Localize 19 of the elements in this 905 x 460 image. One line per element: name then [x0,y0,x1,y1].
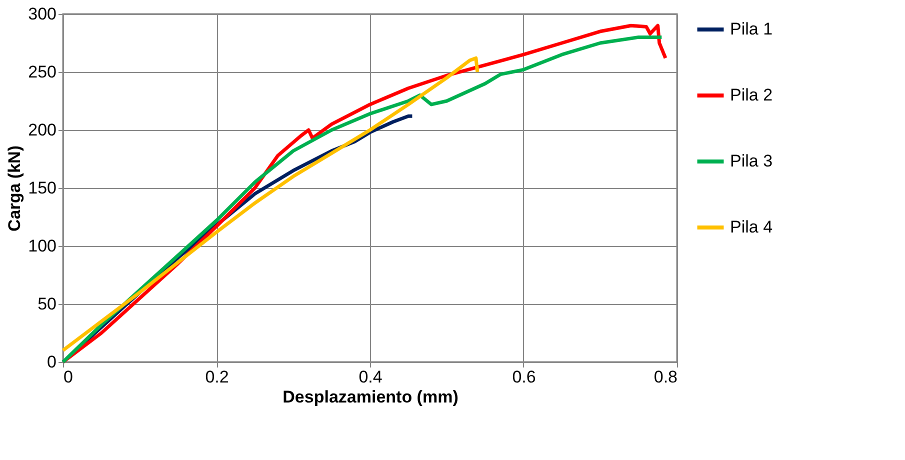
x-tick-label: 0.8 [654,368,678,386]
legend-label: Pila 2 [730,86,773,104]
y-tick-label: 200 [28,120,56,140]
legend-label: Pila 1 [730,20,773,38]
line-series [61,56,480,352]
x-axis-title: Desplazamiento (mm) [282,388,458,406]
y-axis-title: Carga (kN) [5,146,24,232]
x-tick-label: 0.4 [358,368,382,386]
y-tick-label: 300 [28,4,56,24]
x-tick-label: 0.6 [512,368,536,386]
y-tick-label: 0 [47,352,56,372]
y-tick-label: 250 [28,62,56,82]
legend-label: Pila 4 [730,218,773,236]
y-tick-label: 150 [28,178,56,198]
x-tick-label: 0.2 [205,368,229,386]
x-tick-label: 0 [64,368,73,386]
legend-label: Pila 3 [730,152,773,170]
y-tick-label: 50 [38,294,56,314]
y-tick-label: 100 [28,236,56,256]
